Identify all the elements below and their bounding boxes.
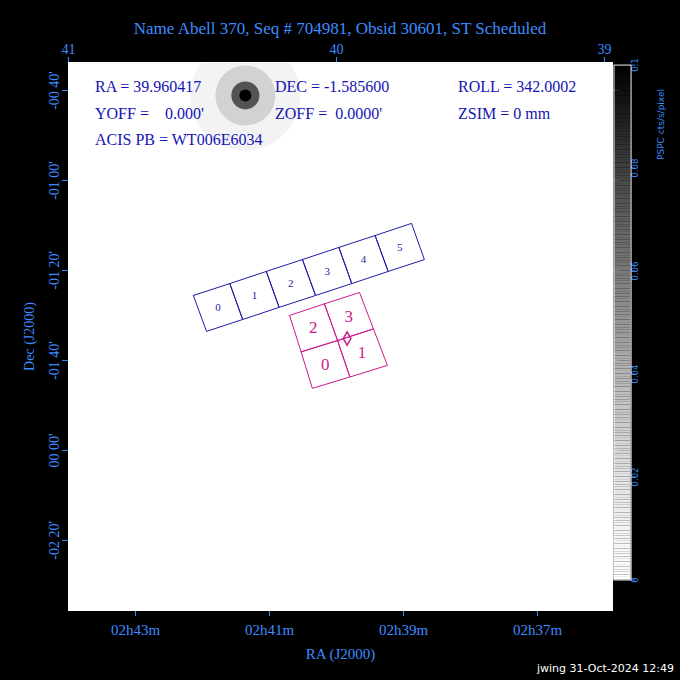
svg-text:00 00': 00 00' [47,433,62,467]
svg-text:1: 1 [358,343,367,362]
svg-text:0.02: 0.02 [629,467,640,487]
svg-text:Dec (J2000): Dec (J2000) [22,302,38,371]
svg-text:2: 2 [309,318,318,337]
svg-text:5: 5 [397,241,403,253]
svg-text:-01 20': -01 20' [47,251,62,290]
svg-text:RA (J2000): RA (J2000) [306,646,376,663]
html-text:ROLL = 342.0002: ROLL = 342.0002 [458,78,577,95]
svg-text:41: 41 [62,42,76,57]
svg-text:0: 0 [321,355,330,374]
html-text:Name Abell 370, Seq # 704981,: Name Abell 370, Seq # 704981, Obsid 3060… [133,19,547,38]
html-text:ACIS PB = WT006E6034: ACIS PB = WT006E6034 [95,131,263,148]
svg-text:0.08: 0.08 [629,158,640,178]
svg-text:-01 00': -01 00' [47,161,62,200]
html-text:DEC = -1.585600: DEC = -1.585600 [275,78,390,95]
html-text:RA = 39.960417: RA = 39.960417 [95,78,202,95]
svg-text:3: 3 [344,307,353,326]
svg-text:0.06: 0.06 [629,261,640,281]
svg-text:3: 3 [324,265,330,277]
svg-text:0.04: 0.04 [629,364,640,384]
svg-text:02h37m: 02h37m [513,622,563,638]
html-text:PSPC cts/s/pixel: PSPC cts/s/pixel [656,89,666,160]
svg-text:0: 0 [215,301,221,313]
svg-text:39: 39 [597,42,611,57]
svg-text:40: 40 [329,42,343,57]
html-text:jwing 31-Oct-2024 12:49: jwing 31-Oct-2024 12:49 [537,662,674,675]
svg-text:02h41m: 02h41m [245,622,295,638]
svg-text:02h39m: 02h39m [379,622,429,638]
svg-text:4: 4 [361,253,367,265]
svg-text:1: 1 [252,289,258,301]
svg-text:0.1: 0.1 [629,58,640,72]
html-text:ZSIM = 0 mm: ZSIM = 0 mm [458,105,551,122]
svg-text:2: 2 [288,277,294,289]
svg-text:-01 40': -01 40' [47,341,62,380]
svg-text:-02 20': -02 20' [47,521,62,560]
svg-text:0: 0 [629,577,640,583]
svg-text:02h43m: 02h43m [111,622,161,638]
html-text:YOFF = 0.000': YOFF = 0.000' [95,105,204,122]
svg-text:-00 40': -00 40' [47,71,62,110]
html-text:ZOFF = 0.0000': ZOFF = 0.0000' [275,105,382,122]
